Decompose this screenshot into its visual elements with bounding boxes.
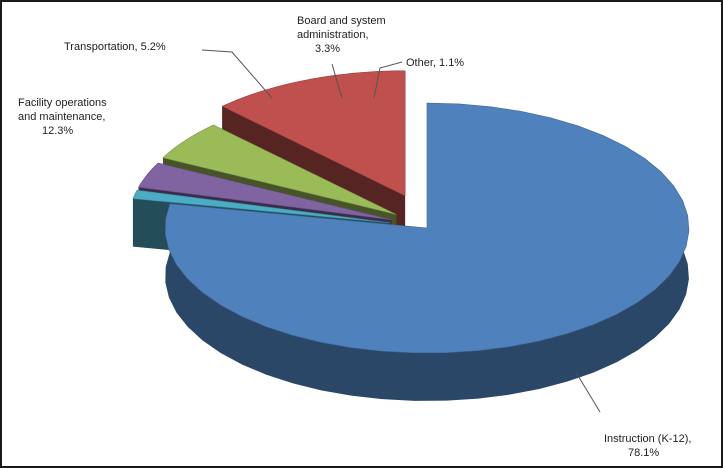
slice-4-top xyxy=(221,70,406,197)
leader-transportation xyxy=(201,49,273,99)
label-facility-line1: Facility operations xyxy=(18,97,107,109)
label-board-line2: administration, xyxy=(297,29,369,41)
label-instruction: Instruction (K-12), 78.1% xyxy=(604,433,694,459)
label-transportation: Transportation, 5.2% xyxy=(64,41,166,53)
pie-slices xyxy=(132,70,690,401)
label-board: Board and system administration, 3.3% xyxy=(297,15,389,55)
label-board-line3: 3.3% xyxy=(315,43,340,55)
label-facility-line3: 12.3% xyxy=(42,125,73,137)
slice-2-top xyxy=(138,162,392,221)
label-other: Other, 1.1% xyxy=(406,57,464,69)
leader-other xyxy=(373,61,403,99)
leader-lines xyxy=(201,49,601,413)
label-instruction-line2: 78.1% xyxy=(628,447,659,459)
label-facility: Facility operations and maintenance, 12.… xyxy=(18,97,110,137)
leader-instruction xyxy=(576,373,601,413)
slice-1-top xyxy=(132,189,391,224)
slice-0-top xyxy=(165,102,690,354)
slice-3-top xyxy=(162,124,397,215)
label-facility-line2: and maintenance, xyxy=(18,111,105,123)
label-instruction-line1: Instruction (K-12), xyxy=(604,433,691,445)
label-board-line1: Board and system xyxy=(297,15,386,27)
label-other-line1: Other, 1.1% xyxy=(406,57,464,69)
leader-board xyxy=(331,63,343,99)
slice-0 xyxy=(165,102,690,401)
label-transportation-line1: Transportation, 5.2% xyxy=(64,41,166,53)
